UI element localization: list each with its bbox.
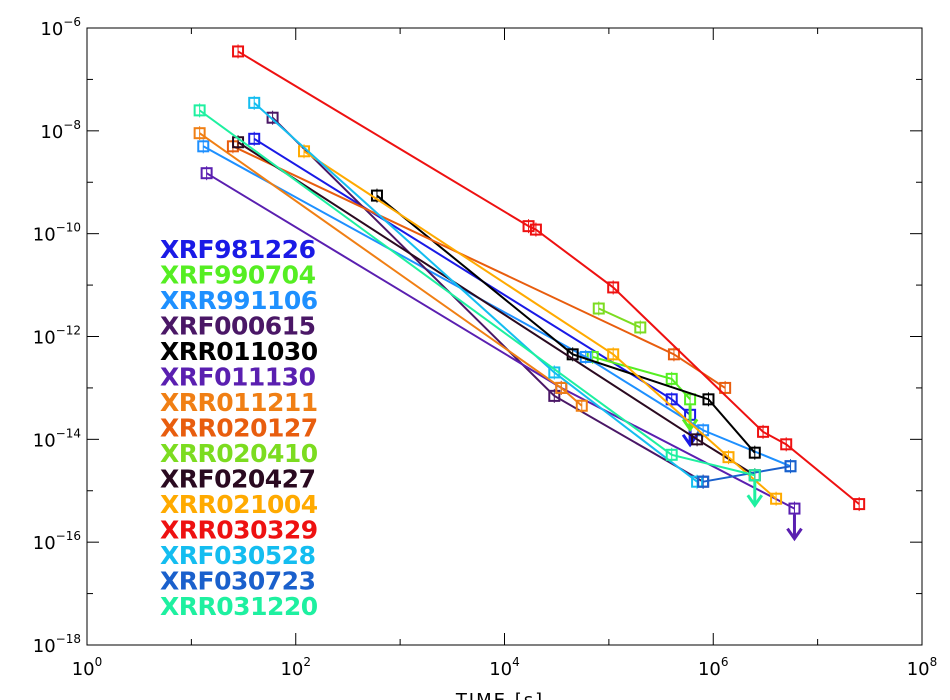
data-point: [197, 140, 210, 153]
data-point: [200, 167, 213, 180]
data-point: [592, 302, 605, 315]
data-point: [853, 498, 866, 511]
series-line: [376, 194, 756, 454]
data-point: [634, 321, 647, 334]
data-point: [697, 475, 710, 488]
data-point: [529, 223, 542, 236]
data-point: [748, 469, 761, 482]
data-point: [548, 389, 561, 402]
series-xrr030329: [232, 44, 866, 512]
y-tick-label: 10−16: [33, 529, 81, 554]
series-xrr011211: [193, 126, 588, 413]
data-point: [248, 132, 261, 145]
data-point: [667, 348, 680, 361]
data-point: [193, 104, 206, 117]
legend-entry: XRR031220: [160, 592, 318, 621]
y-tick-label: 10−12: [33, 324, 81, 349]
series-line: [253, 137, 691, 416]
data-point: [522, 220, 535, 233]
x-tick-label: 102: [280, 655, 311, 680]
data-point: [193, 127, 206, 140]
data-point: [575, 399, 588, 412]
series-line: [303, 150, 777, 500]
x-axis-label: TIME [s]: [455, 690, 544, 700]
legend: XRF981226XRF990704XRR991106XRF000615XRR0…: [160, 235, 318, 621]
data-point: [780, 438, 793, 451]
data-point: [784, 460, 797, 473]
data-point: [248, 96, 261, 109]
x-tick-label: 100: [72, 655, 103, 680]
axis-ticks: 100 102 104 106 108 10−6 10−8 10−10 10−12 10−14 10…: [33, 15, 938, 680]
data-point: [748, 446, 761, 459]
data-point: [719, 381, 732, 394]
upper-limit-arrowhead: [746, 494, 764, 508]
legend-entry: XRF020427: [160, 465, 315, 494]
x-tick-label: 106: [698, 655, 729, 680]
legend-entry: XRF000615: [160, 312, 315, 341]
legend-entry: XRR020127: [160, 414, 318, 443]
series-xrr031220: [193, 103, 764, 508]
data-point: [684, 393, 697, 406]
data-point: [702, 393, 715, 406]
series-xrr020410: [592, 301, 647, 335]
x-tick-label: 108: [907, 655, 938, 680]
legend-entry: XRR021004: [160, 490, 318, 519]
legend-entry: XRR991106: [160, 286, 318, 315]
data-point: [722, 451, 735, 464]
data-point: [757, 425, 770, 438]
y-tick-label: 10−14: [33, 426, 81, 451]
data-point: [788, 502, 801, 515]
data-point: [665, 372, 678, 385]
data-point: [665, 393, 678, 406]
upper-limit-arrowhead: [786, 527, 803, 542]
series-xrf981226: [248, 131, 699, 448]
data-point: [665, 448, 678, 461]
data-point: [691, 433, 704, 446]
y-tick-label: 10−6: [40, 15, 81, 40]
data-point: [555, 381, 568, 394]
x-tick-label: 104: [489, 655, 520, 680]
series-group: [193, 44, 866, 542]
data-point: [266, 111, 279, 124]
legend-entry: XRR011211: [160, 388, 318, 417]
upper-limit-arrowhead: [681, 418, 699, 432]
legend-entry: XRF011130: [160, 363, 316, 392]
data-point: [607, 281, 620, 294]
legend-entry: XRF990704: [160, 261, 316, 290]
legend-entry: XRF030723: [160, 567, 315, 596]
legend-entry: XRF981226: [160, 235, 316, 264]
data-point: [691, 475, 704, 488]
y-tick-label: 10−10: [33, 221, 81, 246]
y-tick-label: 10−8: [40, 118, 81, 143]
legend-entry: XRR030329: [160, 516, 318, 545]
data-point: [770, 492, 783, 505]
data-point: [232, 45, 245, 58]
y-tick-label: 10−18: [33, 632, 81, 657]
legend-entry: XRF030528: [160, 541, 315, 570]
series-line: [598, 307, 641, 329]
legend-entry: XRR011030: [160, 337, 318, 366]
legend-entry: XRR020410: [160, 439, 318, 468]
data-point: [607, 348, 620, 361]
